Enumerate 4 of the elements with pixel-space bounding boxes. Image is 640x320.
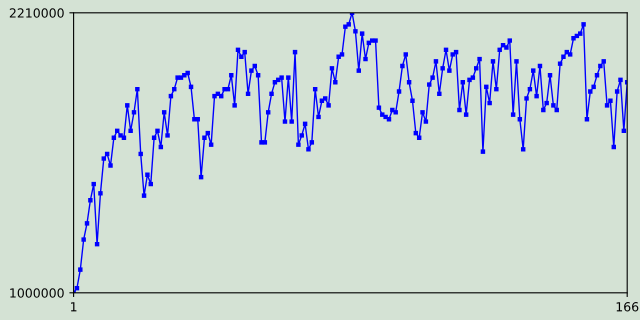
y-tick-label: 2210000	[10, 8, 64, 18]
y-tick-label: 1000000	[10, 288, 64, 298]
x-tick-label: 166	[616, 302, 638, 312]
x-tick-label: 1	[70, 302, 76, 312]
